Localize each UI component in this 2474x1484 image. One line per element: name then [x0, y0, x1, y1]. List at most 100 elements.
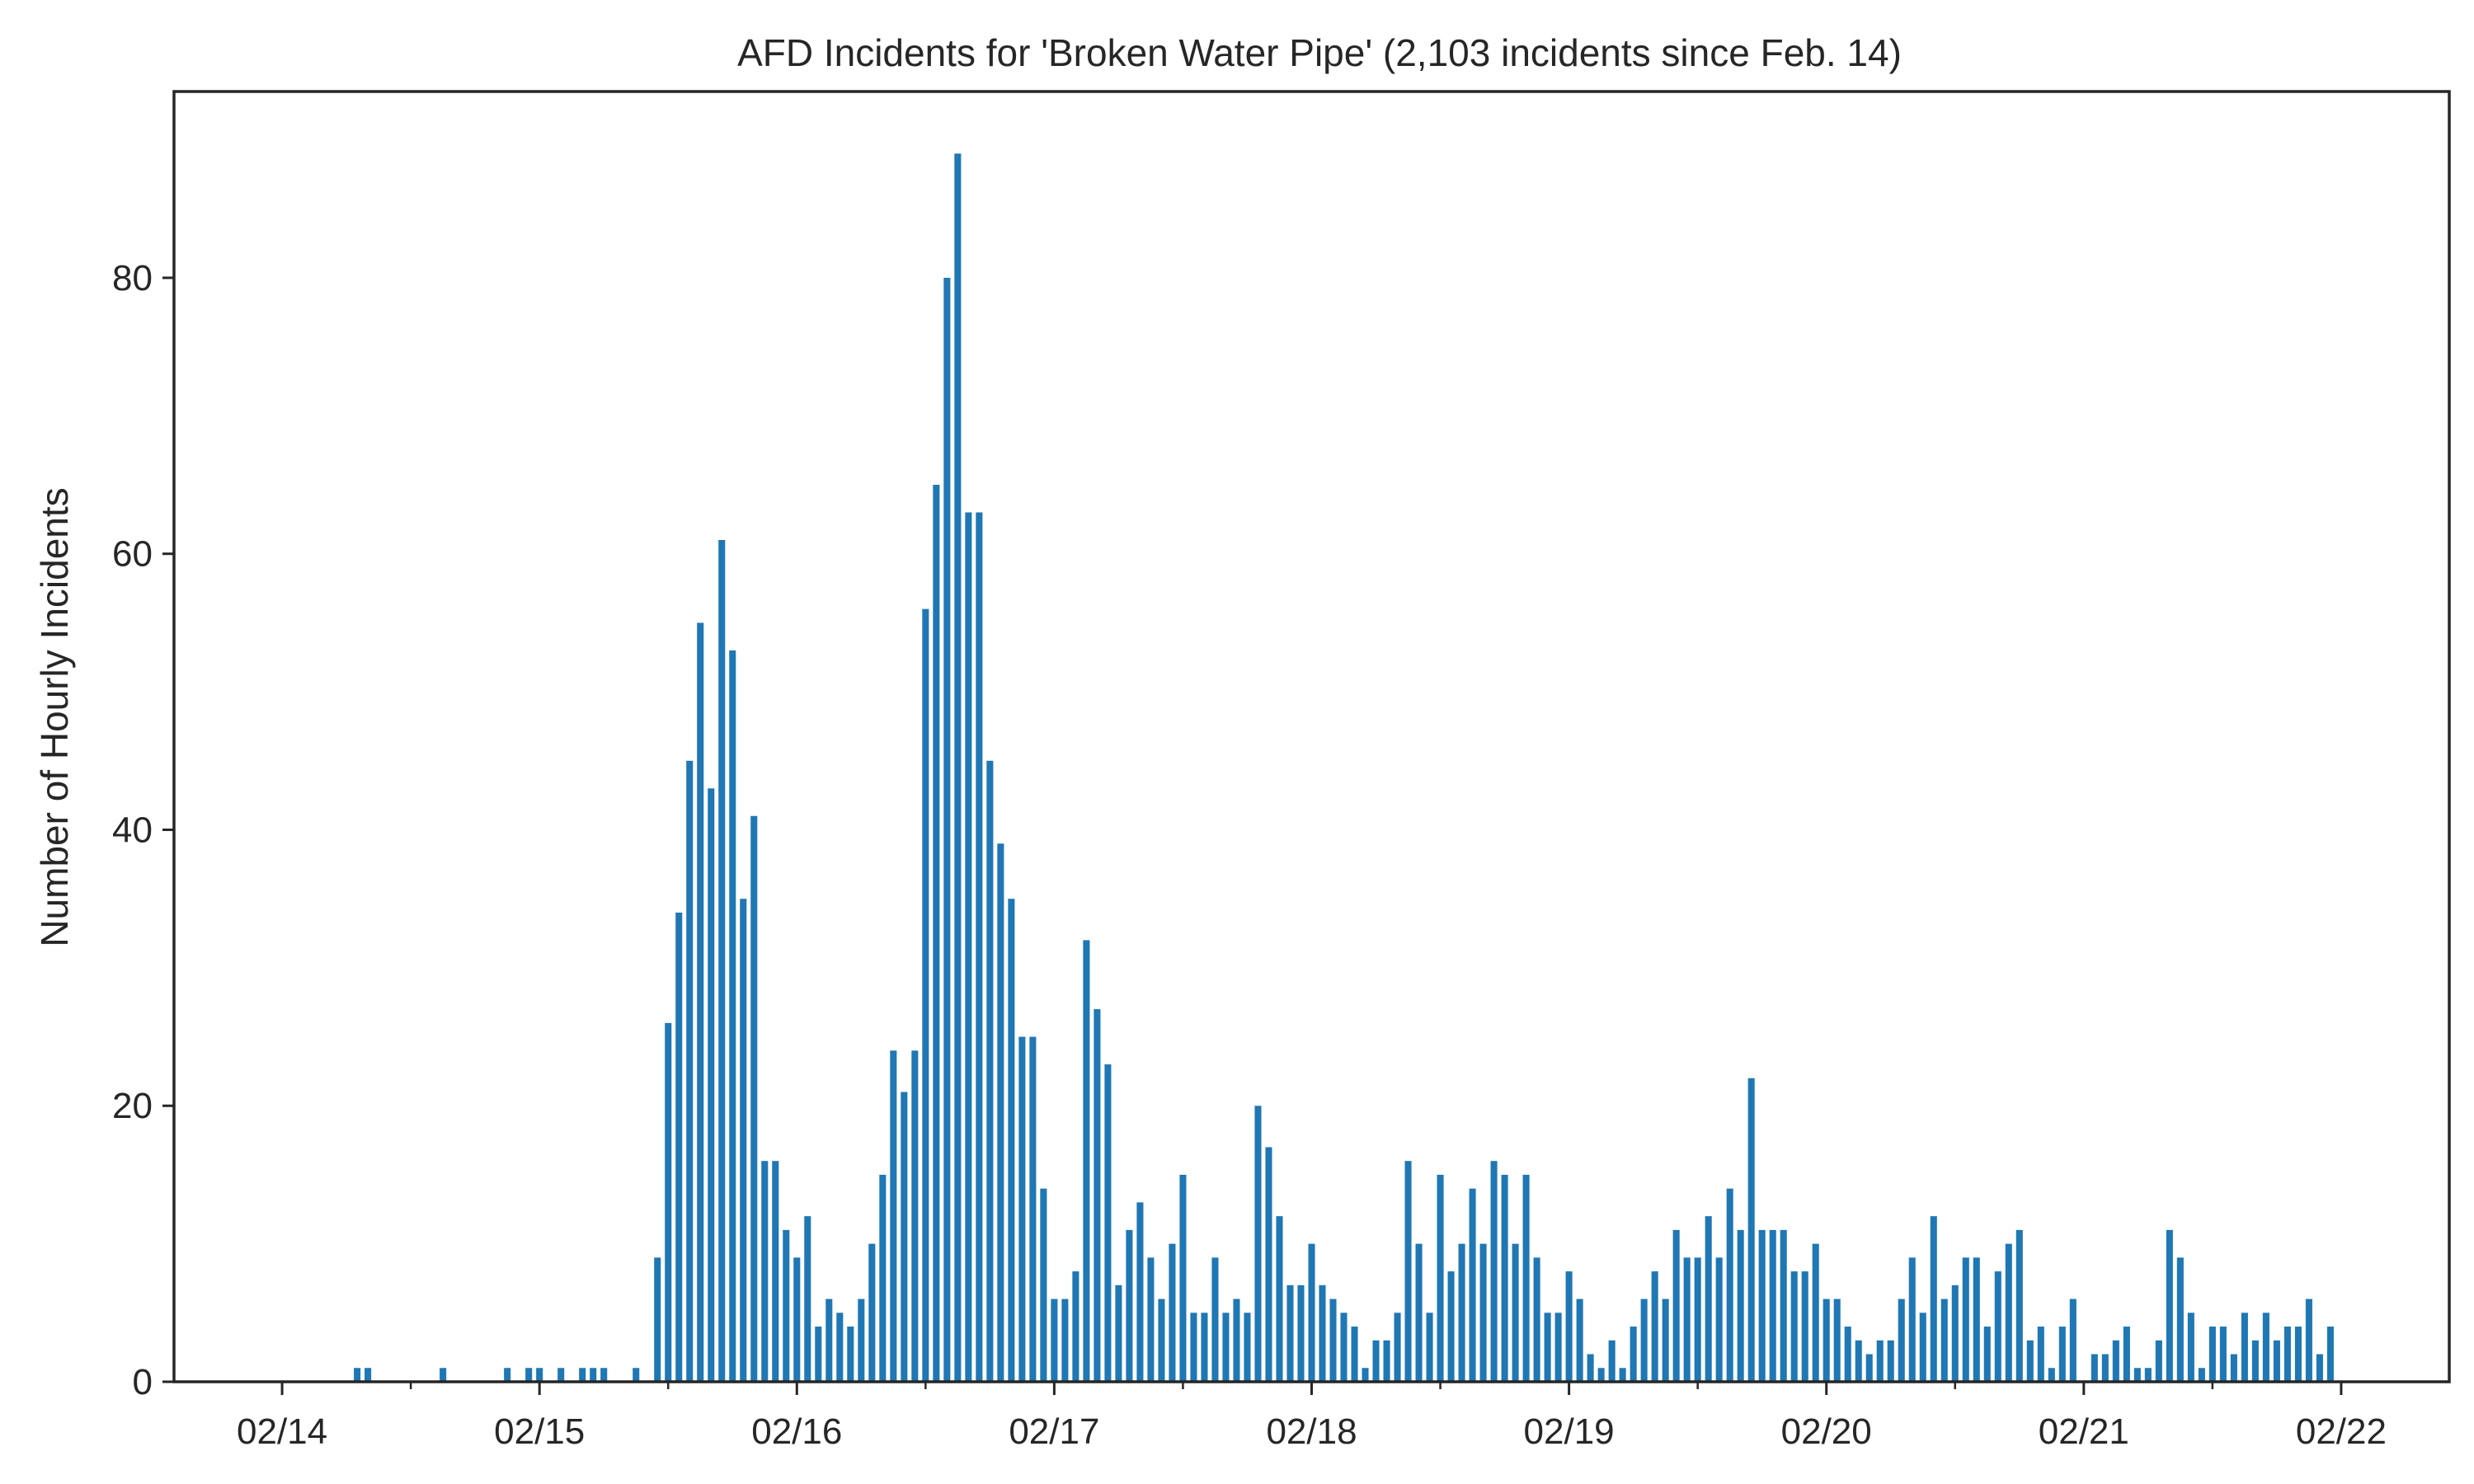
bar: [1115, 1284, 1122, 1382]
bar: [1544, 1313, 1551, 1382]
bar: [1201, 1313, 1208, 1382]
bar: [1040, 1188, 1047, 1382]
bar: [2241, 1313, 2248, 1382]
y-axis-label: Number of Hourly Incidents: [33, 487, 76, 946]
bar: [793, 1257, 801, 1382]
bars-group: [354, 153, 2334, 1383]
bar: [1726, 1188, 1733, 1382]
bar: [1608, 1340, 1616, 1382]
x-tick-label: 02/15: [494, 1411, 585, 1452]
bar: [2326, 1327, 2334, 1382]
bar: [2305, 1298, 2312, 1382]
bar: [1533, 1257, 1540, 1382]
bar: [1297, 1284, 1305, 1382]
x-tick-label: 02/19: [1524, 1411, 1615, 1452]
bar: [1973, 1257, 1980, 1382]
bar: [1769, 1229, 1776, 1382]
bar: [2133, 1368, 2141, 1382]
bar: [686, 760, 694, 1382]
bar: [2058, 1327, 2066, 1382]
bar: [761, 1161, 769, 1382]
x-tick-label: 02/21: [2039, 1411, 2129, 1452]
bar: [1490, 1161, 1498, 1382]
bar: [1126, 1229, 1133, 1382]
bar: [836, 1313, 844, 1382]
bar: [772, 1161, 779, 1382]
bar: [1383, 1340, 1390, 1382]
bar: [847, 1327, 854, 1382]
bar: [1254, 1106, 1262, 1382]
bar: [1737, 1229, 1744, 1382]
bar: [2176, 1257, 2184, 1382]
bar: [1447, 1271, 1455, 1382]
bar: [1672, 1229, 1680, 1382]
bar: [1469, 1188, 1476, 1382]
bar: [2101, 1354, 2109, 1382]
bar: [1522, 1174, 1530, 1382]
bar: [1362, 1368, 1369, 1382]
bar: [2048, 1368, 2055, 1382]
bar: [654, 1257, 661, 1382]
bar: [1319, 1284, 1326, 1382]
x-tick-label: 02/16: [751, 1411, 842, 1452]
bar: [1394, 1313, 1401, 1382]
bar: [1179, 1174, 1187, 1382]
bar: [1169, 1243, 1176, 1382]
bar: [1233, 1298, 1240, 1382]
bar: [1265, 1147, 1272, 1382]
bar: [1104, 1064, 1112, 1382]
bar: [1051, 1298, 1058, 1382]
bar: [697, 622, 704, 1382]
bar: [2123, 1327, 2130, 1382]
x-tick-label: 02/18: [1266, 1411, 1357, 1452]
bar: [804, 1216, 811, 1382]
bar: [1833, 1298, 1841, 1382]
bar: [1061, 1298, 1069, 1382]
bar: [943, 277, 951, 1383]
bar: [1329, 1298, 1337, 1382]
bar: [2316, 1354, 2323, 1382]
bar: [675, 912, 683, 1382]
bar: [976, 512, 983, 1382]
bar: [2155, 1340, 2162, 1382]
bar: [954, 153, 962, 1382]
bar: [1340, 1313, 1348, 1382]
x-tick-label: 02/20: [1781, 1411, 1872, 1452]
x-tick-label: 02/17: [1009, 1411, 1099, 1452]
plot-frame: [172, 90, 2451, 1383]
bar: [1844, 1327, 1851, 1382]
bar: [2208, 1327, 2216, 1382]
chart-title: AFD Incidents for 'Broken Water Pipe' (2…: [737, 31, 1902, 74]
bar: [708, 788, 715, 1382]
bar: [1244, 1313, 1251, 1382]
bar: [1640, 1298, 1648, 1382]
bar: [1651, 1271, 1658, 1382]
bar: [1747, 1078, 1755, 1382]
bar: [2198, 1368, 2205, 1382]
bar: [2187, 1313, 2194, 1382]
bar: [365, 1368, 372, 1382]
y-tick-label: 40: [112, 810, 153, 850]
bar: [1029, 1036, 1037, 1382]
y-tick-label: 60: [112, 534, 153, 575]
bar: [1576, 1298, 1583, 1382]
bar: [590, 1368, 597, 1382]
bar: [901, 1092, 908, 1382]
bar: [1404, 1161, 1412, 1382]
bar: [815, 1327, 822, 1382]
bar: [1940, 1298, 1948, 1382]
bar: [2015, 1229, 2023, 1382]
bar: [1083, 940, 1090, 1382]
bar: [633, 1368, 640, 1382]
bar: [2037, 1327, 2044, 1382]
bar: [1222, 1313, 1230, 1382]
bar: [740, 899, 747, 1382]
bar: [1415, 1243, 1423, 1382]
bar: [922, 608, 929, 1382]
bar: [1372, 1340, 1380, 1382]
bar: [2251, 1340, 2259, 1382]
y-tick-label: 0: [133, 1362, 153, 1402]
bar: [504, 1368, 511, 1382]
